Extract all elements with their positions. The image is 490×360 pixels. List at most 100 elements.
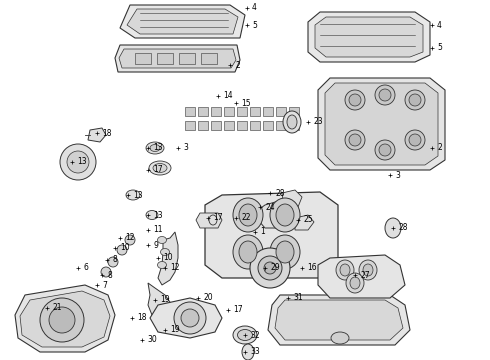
Ellipse shape <box>157 237 167 243</box>
Circle shape <box>345 130 365 150</box>
Text: 4: 4 <box>252 4 257 13</box>
Ellipse shape <box>239 241 257 263</box>
Text: 30: 30 <box>147 336 157 345</box>
Polygon shape <box>276 121 286 130</box>
Text: 12: 12 <box>125 234 134 243</box>
Polygon shape <box>148 283 172 320</box>
Polygon shape <box>157 53 173 64</box>
Ellipse shape <box>150 144 160 152</box>
Text: 5: 5 <box>437 44 442 53</box>
Circle shape <box>108 257 118 267</box>
Ellipse shape <box>283 111 301 133</box>
Polygon shape <box>198 121 208 130</box>
Polygon shape <box>127 9 238 34</box>
Polygon shape <box>196 213 222 228</box>
Text: 28: 28 <box>275 189 285 198</box>
Text: 1: 1 <box>260 228 265 237</box>
Polygon shape <box>119 49 236 68</box>
Text: 19: 19 <box>160 296 170 305</box>
Circle shape <box>117 245 127 255</box>
Ellipse shape <box>209 215 217 225</box>
Text: 18: 18 <box>102 129 112 138</box>
Polygon shape <box>295 215 314 230</box>
Ellipse shape <box>276 241 294 263</box>
Ellipse shape <box>153 163 167 172</box>
Circle shape <box>409 94 421 106</box>
Text: 24: 24 <box>265 202 274 211</box>
Polygon shape <box>325 83 438 165</box>
Polygon shape <box>318 78 445 170</box>
Polygon shape <box>115 45 240 72</box>
Text: 13: 13 <box>153 144 163 153</box>
Polygon shape <box>185 107 195 116</box>
Text: 14: 14 <box>223 91 233 100</box>
Ellipse shape <box>287 115 297 129</box>
Circle shape <box>40 298 84 342</box>
Circle shape <box>258 256 282 280</box>
Text: 31: 31 <box>293 293 303 302</box>
Circle shape <box>60 144 96 180</box>
Text: 33: 33 <box>250 347 260 356</box>
Text: 3: 3 <box>395 171 400 180</box>
Text: 27: 27 <box>360 270 369 279</box>
Polygon shape <box>135 53 151 64</box>
Ellipse shape <box>346 273 364 293</box>
Circle shape <box>125 235 135 245</box>
Ellipse shape <box>385 218 401 238</box>
Circle shape <box>375 140 395 160</box>
Text: 32: 32 <box>250 330 260 339</box>
Ellipse shape <box>270 198 300 232</box>
Circle shape <box>405 90 425 110</box>
Text: 9: 9 <box>153 240 158 249</box>
Text: 10: 10 <box>120 243 130 252</box>
Text: 16: 16 <box>307 264 317 273</box>
Text: 11: 11 <box>153 225 163 234</box>
Polygon shape <box>211 121 221 130</box>
Text: 21: 21 <box>52 303 62 312</box>
Ellipse shape <box>233 235 263 269</box>
Polygon shape <box>201 53 217 64</box>
Polygon shape <box>308 12 430 62</box>
Ellipse shape <box>238 329 252 341</box>
Circle shape <box>264 262 276 274</box>
Polygon shape <box>258 200 290 228</box>
Polygon shape <box>224 121 234 130</box>
Polygon shape <box>250 107 260 116</box>
Polygon shape <box>185 121 195 130</box>
Text: 20: 20 <box>203 293 213 302</box>
Text: 22: 22 <box>241 213 250 222</box>
Ellipse shape <box>126 190 140 200</box>
Ellipse shape <box>233 326 257 344</box>
Ellipse shape <box>149 161 171 175</box>
Ellipse shape <box>336 260 354 280</box>
Circle shape <box>49 307 75 333</box>
Text: 6: 6 <box>83 264 88 273</box>
Text: 17: 17 <box>233 306 243 315</box>
Polygon shape <box>20 291 110 347</box>
Text: 25: 25 <box>303 216 313 225</box>
Polygon shape <box>282 190 302 208</box>
Text: 2: 2 <box>235 60 240 69</box>
Text: 10: 10 <box>163 253 172 262</box>
Polygon shape <box>198 107 208 116</box>
Polygon shape <box>150 298 222 338</box>
Polygon shape <box>88 128 106 142</box>
Polygon shape <box>289 107 299 116</box>
Polygon shape <box>179 53 195 64</box>
Text: 18: 18 <box>137 314 147 323</box>
Polygon shape <box>268 295 410 345</box>
Ellipse shape <box>146 142 164 154</box>
Ellipse shape <box>233 198 263 232</box>
Text: 15: 15 <box>241 99 250 108</box>
Circle shape <box>101 267 111 277</box>
Text: 13: 13 <box>133 190 143 199</box>
Polygon shape <box>289 121 299 130</box>
Text: 13: 13 <box>77 158 87 166</box>
Ellipse shape <box>157 261 167 269</box>
Polygon shape <box>205 192 338 278</box>
Ellipse shape <box>331 332 349 344</box>
Polygon shape <box>237 107 247 116</box>
Polygon shape <box>275 300 403 340</box>
Ellipse shape <box>161 248 170 256</box>
Ellipse shape <box>242 344 254 360</box>
